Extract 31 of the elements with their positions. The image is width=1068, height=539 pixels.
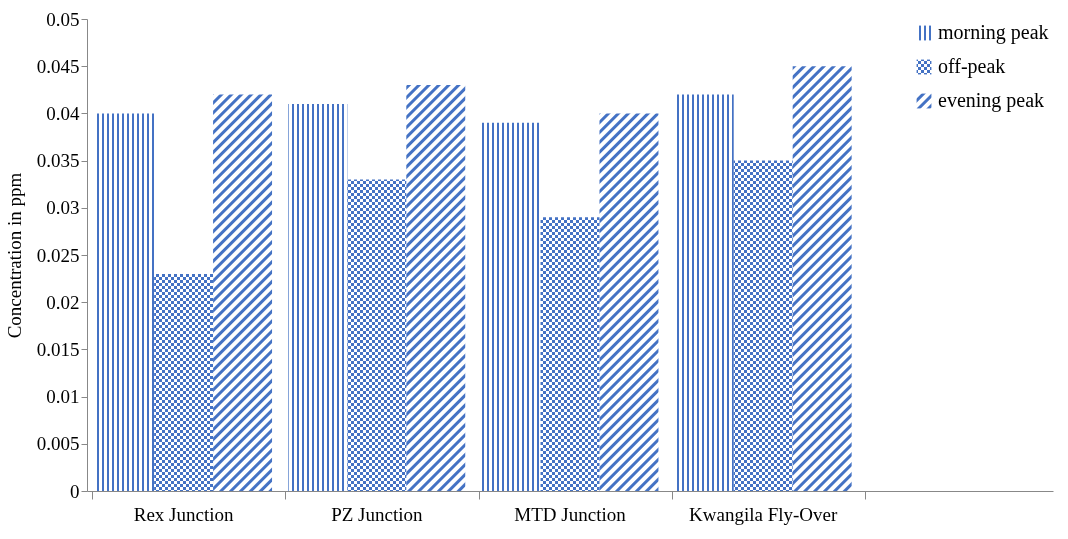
- x-tick-label: Kwangila Fly-Over: [689, 503, 838, 525]
- y-tick-label: 0.015: [36, 338, 80, 360]
- y-tick-label: 0.01: [46, 386, 80, 408]
- x-tick-label: PZ Junction: [331, 503, 423, 525]
- y-tick-label: 0.05: [46, 8, 80, 30]
- bar: [154, 273, 214, 491]
- bar: [733, 160, 793, 491]
- bar: [213, 94, 273, 491]
- y-tick-label: 0.025: [36, 244, 80, 266]
- bar: [95, 113, 155, 491]
- y-tick-label: 0: [70, 480, 80, 502]
- x-tick-label: Rex Junction: [133, 503, 234, 525]
- bar: [599, 113, 659, 491]
- legend-label: morning peak: [938, 21, 1049, 44]
- y-tick-label: 0.035: [36, 150, 80, 172]
- y-axis-title: Concentration in ppm: [3, 172, 25, 339]
- y-tick-label: 0.02: [46, 291, 80, 313]
- bar: [347, 179, 407, 491]
- y-tick-label: 0.04: [46, 102, 80, 124]
- y-tick-label: 0.03: [46, 197, 80, 219]
- bar: [406, 85, 466, 491]
- legend-label: evening peak: [938, 89, 1045, 112]
- legend-label: off-peak: [938, 55, 1006, 78]
- bar: [792, 66, 852, 491]
- bar: [288, 103, 348, 491]
- bar: [674, 94, 734, 491]
- y-tick-label: 0.045: [36, 55, 80, 77]
- bar: [481, 122, 541, 491]
- bar: [540, 217, 600, 491]
- x-tick-label: MTD Junction: [514, 503, 627, 525]
- y-tick-label: 0.005: [36, 433, 80, 455]
